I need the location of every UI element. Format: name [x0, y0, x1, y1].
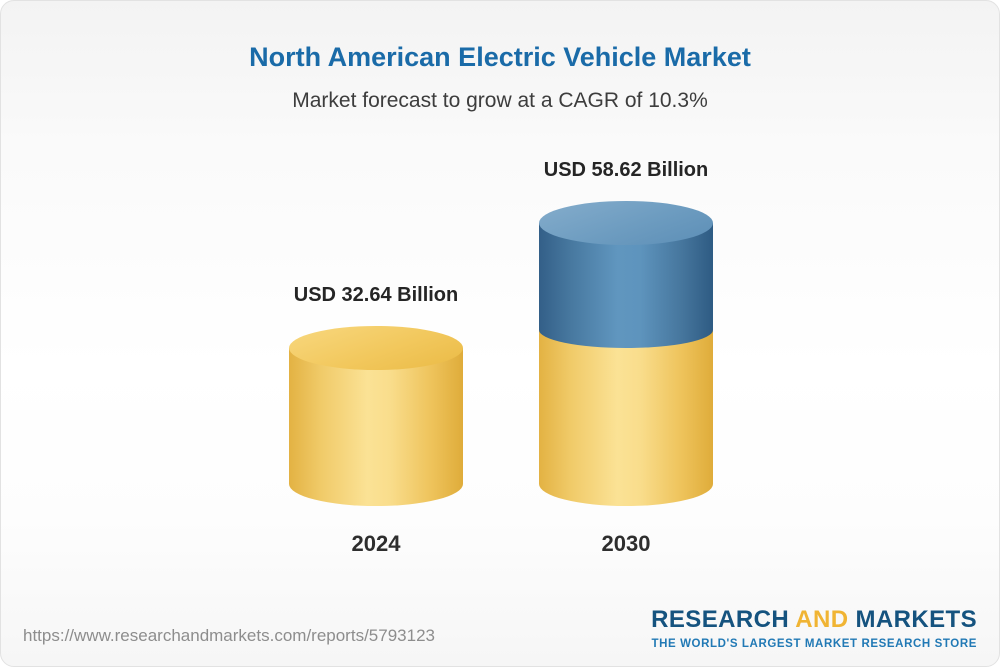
cylinder-2030-top-ellipse: [539, 201, 713, 245]
cylinder-2030-base-segment: [539, 330, 713, 506]
report-url-link[interactable]: https://www.researchandmarkets.com/repor…: [23, 626, 435, 645]
category-label-2030: 2030: [601, 531, 651, 556]
logo-word-research: RESEARCH: [651, 606, 790, 633]
logo-word-and: AND: [795, 606, 849, 633]
logo-wordmark: RESEARCH AND MARKETS: [651, 606, 977, 634]
cylinder-2024-body: [289, 348, 463, 506]
cylinder-2024: [289, 326, 463, 506]
logo-tagline: THE WORLD'S LARGEST MARKET RESEARCH STOR…: [651, 638, 977, 650]
category-label-2024: 2024: [351, 531, 401, 556]
research-and-markets-logo: RESEARCH AND MARKETS THE WORLD'S LARGEST…: [651, 606, 977, 650]
logo-word-markets: MARKETS: [855, 606, 977, 633]
cylinder-2030: [539, 201, 713, 506]
value-label-2024: USD 32.64 Billion: [293, 284, 459, 307]
cylinder-2024-top-ellipse: [289, 326, 463, 371]
chart-title: North American Electric Vehicle Market: [249, 42, 751, 72]
value-label-2030: USD 58.62 Billion: [543, 159, 709, 181]
chart-subtitle: Market forecast to grow at a CAGR of 10.…: [292, 89, 708, 112]
